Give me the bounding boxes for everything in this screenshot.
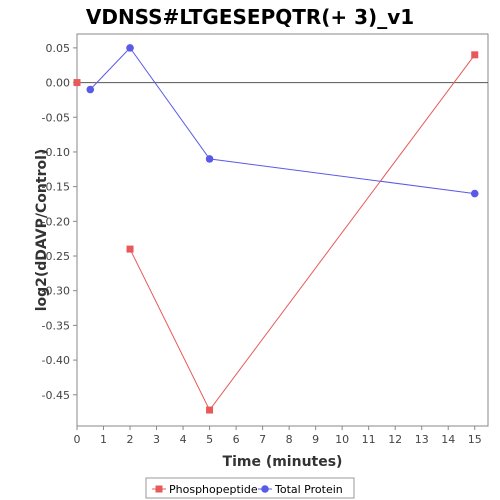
y-tick-label: 0.00	[46, 77, 71, 90]
total-protein-point	[470, 189, 479, 198]
y-tick-label: -0.10	[42, 146, 70, 159]
y-tick-label: -0.35	[42, 319, 70, 332]
y-tick-label: -0.20	[42, 215, 70, 228]
total-protein-legend-label: Total Protein	[274, 483, 343, 496]
x-tick-label: 6	[233, 433, 240, 446]
total-protein-point	[86, 85, 95, 94]
x-tick-label: 1	[100, 433, 107, 446]
y-tick-label: -0.15	[42, 181, 70, 194]
x-tick-label: 9	[312, 433, 319, 446]
phosphopeptide-point	[206, 406, 214, 414]
phosphopeptide-legend-label: Phosphopeptide	[169, 483, 258, 496]
series-layer	[73, 44, 479, 414]
x-tick-label: 2	[127, 433, 134, 446]
y-axis-label: log2(dDAVP/Control)	[34, 149, 50, 312]
y-axis: 0.05 0.00 -0.05 -0.10 -0.15 -0.20 -0.25 -0.30 -0…	[42, 42, 77, 402]
phosphopeptide-point	[73, 79, 81, 87]
chart-title: VDNSS#LTGESEPQTR(+ 3)_v1	[86, 5, 414, 29]
y-tick-label: -0.45	[42, 389, 70, 402]
x-tick-label: 0	[74, 433, 81, 446]
total-protein-point	[126, 44, 134, 52]
x-tick-label: 4	[180, 433, 187, 446]
y-tick-label: -0.25	[42, 250, 70, 263]
x-tick-label: 11	[362, 433, 376, 446]
x-tick-label: 10	[335, 433, 349, 446]
x-tick-label: 7	[259, 433, 266, 446]
x-tick-label: 3	[153, 433, 160, 446]
x-tick-label: 5	[206, 433, 213, 446]
legend-box	[145, 477, 355, 499]
phosphopeptide-point	[126, 245, 134, 253]
phosphopeptide-point	[471, 51, 479, 59]
phosphopeptide-legend-marker	[155, 485, 163, 493]
y-tick-label: 0.05	[46, 42, 71, 55]
total-protein-point	[205, 155, 214, 163]
x-tick-label: 13	[415, 433, 429, 446]
x-axis-label: Time (minutes)	[223, 454, 343, 470]
y-tick-label: -0.05	[42, 111, 70, 124]
x-tick-label: 14	[441, 433, 455, 446]
x-tick-label: 8	[286, 433, 293, 446]
plot-area	[76, 33, 489, 427]
total-protein-legend-marker	[261, 485, 269, 493]
y-tick-label: -0.30	[42, 285, 70, 298]
x-tick-label: 15	[468, 433, 482, 446]
x-tick-label: 12	[388, 433, 402, 446]
x-axis: 0 1 2 3 4 5 6 7 8 9 10 11 12 13 14 15	[74, 426, 482, 446]
y-tick-label: -0.40	[42, 354, 70, 367]
total-protein-line	[89, 47, 475, 195]
legend: Phosphopeptide Total Protein	[145, 477, 355, 499]
